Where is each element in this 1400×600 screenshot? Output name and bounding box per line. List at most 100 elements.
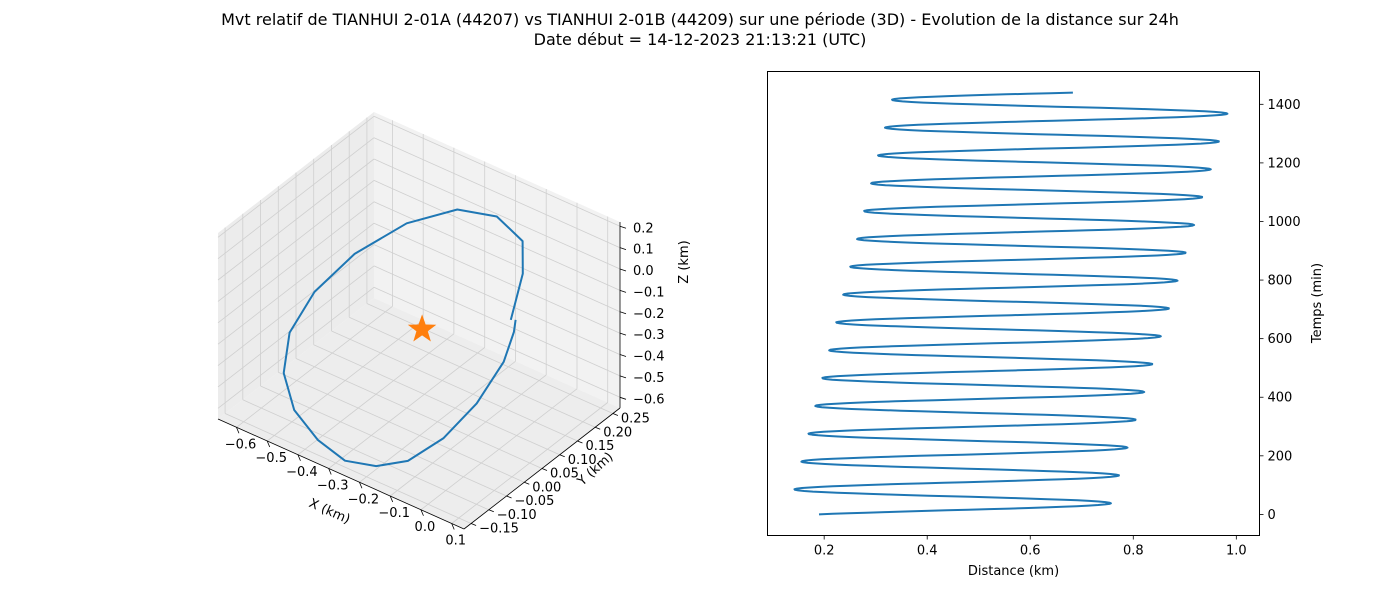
gridline-z-back — [373, 244, 621, 355]
x-tick-label: −0.1 — [378, 506, 410, 521]
x-axis-label: X (km) — [307, 496, 353, 527]
z-tick-label: 0.1 — [633, 243, 654, 258]
y-tick-label-2d: 200 — [1268, 449, 1293, 464]
z-tick-mark — [619, 268, 627, 272]
x-tick-mark — [389, 495, 394, 503]
gridline-z-back — [373, 115, 621, 227]
z-axis-label: Z (km) — [677, 240, 692, 283]
plot-3d-trajectory: −0.6−0.5−0.4−0.3−0.2−0.10.00.1−0.15−0.10… — [217, 112, 692, 549]
gridline-y-floor — [349, 316, 596, 428]
x-tick-mark — [297, 454, 301, 461]
y-tick-mark — [595, 426, 601, 430]
x-tick-mark — [266, 440, 271, 448]
gridline-z-back — [373, 180, 621, 291]
x-tick-label-2d: 1.0 — [1226, 544, 1247, 559]
y-tick-mark — [524, 481, 530, 485]
gridline-z-left — [217, 244, 375, 366]
ticks-3d: −0.6−0.5−0.4−0.3−0.2−0.10.00.1−0.15−0.10… — [225, 221, 665, 548]
z-tick-mark — [619, 225, 627, 229]
x-tick-mark — [359, 482, 363, 489]
z-tick-mark — [619, 332, 627, 336]
x-axis-label-2d: Distance (km) — [968, 564, 1059, 579]
gridline-y-floor — [278, 371, 525, 483]
gridline-y-floor — [224, 413, 472, 524]
y-tick-label: 0.20 — [603, 425, 632, 440]
y-tick-label: 0.05 — [550, 467, 579, 482]
x-tick-mark — [451, 523, 455, 530]
x-tick-label-2d: 0.2 — [814, 544, 835, 559]
trajectory-line — [282, 208, 524, 468]
z-tick-label: −0.4 — [633, 350, 665, 365]
y-tick-mark — [488, 509, 494, 513]
y-tick-label: −0.10 — [497, 508, 537, 523]
x-tick-label: −0.2 — [348, 492, 380, 507]
y-tick-label: 0.15 — [586, 439, 615, 454]
gridline-z-left — [217, 222, 375, 345]
plot-distance-time: 0.2 0.4 0.6 0.8 1.0 0 200 400 600 800 1000 1200 1400… — [767, 71, 1325, 579]
plot-frame — [767, 71, 1260, 536]
x-tick-label-2d: 0.4 — [917, 544, 938, 559]
y-tick-label-2d: 600 — [1268, 332, 1293, 347]
z-tick-label: −0.3 — [633, 328, 665, 343]
gridline-z-back — [373, 222, 621, 334]
y-tick-mark — [612, 413, 619, 416]
x-tick-label: 0.0 — [415, 520, 436, 535]
gridline-z-back — [373, 158, 621, 270]
z-tick-label: −0.5 — [633, 371, 665, 386]
z-tick-mark — [619, 375, 627, 379]
z-tick-mark — [619, 247, 627, 251]
y-tick-label-2d: 0 — [1268, 508, 1276, 523]
z-tick-mark — [619, 311, 627, 315]
y-tick-mark — [506, 495, 512, 499]
z-tick-label: −0.1 — [633, 285, 665, 300]
gridline-z-left — [217, 286, 375, 409]
gridline-y-floor — [313, 344, 560, 456]
x-tick-label: −0.3 — [317, 479, 349, 494]
x-tick-label: −0.4 — [286, 465, 318, 480]
x-tick-label: −0.6 — [225, 437, 257, 452]
grid-3d — [217, 115, 621, 524]
y-tick-label-2d: 800 — [1268, 274, 1293, 289]
gridline-z-left — [217, 180, 375, 302]
x-axis-line — [217, 418, 465, 530]
y-tick-label: −0.15 — [479, 522, 519, 537]
gridline-z-left — [217, 137, 375, 260]
gridline-y-floor — [260, 385, 507, 497]
y-tick-mark — [559, 454, 565, 458]
chart-title-line2: Date début = 14-12-2023 21:13:21 (UTC) — [533, 30, 867, 49]
gridline-y-floor — [331, 330, 578, 442]
chart-title-line1: Mvt relatif de TIANHUI 2-01A (44207) vs … — [221, 10, 1179, 29]
gridline-z-left — [217, 158, 375, 281]
y-tick-mark — [577, 440, 583, 444]
gridline-z-back — [373, 265, 621, 377]
y-tick-label: 0.25 — [621, 412, 650, 427]
gridline-z-left — [217, 201, 375, 324]
x-tick-label-2d: 0.6 — [1020, 544, 1041, 559]
z-tick-mark — [619, 396, 627, 400]
x-tick-label: −0.5 — [255, 451, 287, 466]
y-tick-label: 0.00 — [532, 480, 561, 495]
z-tick-mark — [619, 354, 627, 357]
y-tick-label-2d: 400 — [1268, 391, 1293, 406]
z-tick-mark — [619, 290, 627, 293]
y-tick-label: −0.05 — [515, 494, 555, 509]
y-tick-mark — [541, 468, 548, 471]
z-tick-label: 0.0 — [633, 264, 654, 279]
star-marker — [407, 314, 437, 342]
gridline-y-floor — [242, 399, 489, 511]
y-tick-label-2d: 1200 — [1268, 156, 1301, 171]
x-tick-mark — [236, 427, 240, 434]
z-tick-label: −0.2 — [633, 307, 665, 322]
ticks-2d: 0.2 0.4 0.6 0.8 1.0 0 200 400 600 800 1000 1200 1400 — [814, 98, 1301, 559]
y-tick-mark — [470, 523, 477, 526]
z-tick-label: −0.6 — [633, 392, 665, 407]
z-tick-label: 0.2 — [633, 221, 654, 236]
gridline-y-floor — [295, 358, 543, 469]
gridline-z-left — [217, 265, 375, 388]
y-axis-label-2d: Temps (min) — [1310, 263, 1325, 344]
y-tick-label-2d: 1400 — [1268, 98, 1301, 113]
x-tick-mark — [328, 468, 332, 475]
distance-series-line — [793, 91, 1229, 516]
x-tick-label: 0.1 — [445, 534, 466, 549]
